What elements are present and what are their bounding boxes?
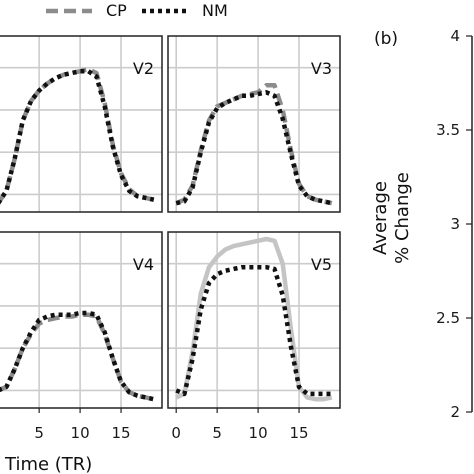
series-line-nm: [175, 264, 332, 397]
right-tick-label: 4: [450, 27, 460, 45]
panels-group: V2 V3 V4 V5: [0, 35, 341, 409]
series-line-nm: [0, 68, 155, 205]
x-tick-label: 15: [112, 424, 131, 442]
series-line-cp: [175, 236, 333, 402]
panel-frame: [167, 35, 341, 213]
legend: CP NM: [46, 1, 228, 20]
series-line-cp: [0, 312, 155, 402]
x-tick-label: 10: [71, 424, 90, 442]
legend-nm-label: NM: [202, 1, 228, 20]
x-axis-title: Time (TR): [4, 454, 92, 474]
right-tick-label: 2: [450, 403, 460, 421]
x-tick-label: 0: [171, 424, 181, 442]
series-line-nm: [175, 90, 333, 206]
x-tick-labels: 5 10 15 0 5 10 15: [34, 408, 309, 442]
x-tick-label: 10: [249, 424, 268, 442]
right-panel-tag: (b): [374, 29, 398, 49]
right-ylabel-line1: Average: [370, 181, 391, 255]
x-tick-label: 15: [290, 424, 309, 442]
panel-label-v4: V4: [133, 255, 154, 274]
panel-v5: V5: [167, 231, 341, 409]
x-tick-label: 5: [212, 424, 222, 442]
right-tick-label: 3.5: [436, 121, 460, 139]
panel-frame: [0, 35, 163, 213]
panel-v2: V2: [0, 35, 163, 213]
series-line-cp: [175, 83, 333, 206]
right-tick-label: 3: [450, 215, 460, 233]
series-line-cp: [0, 67, 155, 205]
panel-label-v2: V2: [133, 59, 154, 78]
right-y-ticks: 4 3.5 3 2.5 2: [436, 27, 472, 421]
panel-frame: [167, 231, 341, 409]
series-line-nm: [0, 310, 155, 402]
panel-v3: V3: [167, 35, 341, 213]
right-panel: (b) Average % Change 4 3.5 3 2.5 2: [370, 27, 473, 421]
right-tick-label: 2.5: [436, 309, 460, 327]
panel-v4: V4: [0, 231, 163, 409]
right-ylabel-line2: % Change: [392, 172, 413, 264]
legend-cp-label: CP: [106, 1, 127, 20]
panel-frame: [0, 231, 163, 409]
panel-label-v5: V5: [311, 255, 332, 274]
x-tick-label: 5: [34, 424, 44, 442]
panel-label-v3: V3: [311, 59, 332, 78]
